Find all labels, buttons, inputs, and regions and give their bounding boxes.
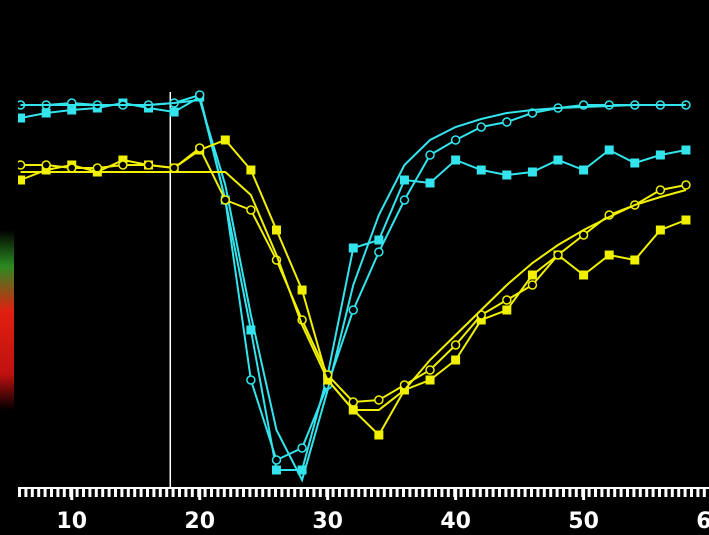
circle-marker [348, 305, 359, 315]
circle-marker [246, 375, 256, 385]
circle-marker [502, 117, 512, 127]
square-marker [655, 150, 665, 160]
circle-marker [194, 143, 205, 153]
color-strip [0, 230, 14, 410]
circle-marker [450, 135, 461, 145]
x-tick-label: 20 [184, 509, 215, 534]
square-marker [41, 165, 51, 175]
circle-marker [655, 185, 666, 195]
x-tick-label: 30 [312, 509, 343, 534]
circle-marker [450, 340, 461, 350]
fit-line [20, 98, 686, 483]
square-marker [220, 135, 230, 145]
circle-marker [374, 395, 384, 405]
circle-marker [425, 365, 435, 375]
square-marker [297, 285, 307, 295]
circle-marker [399, 195, 410, 205]
square-marker [425, 178, 435, 188]
square-marker [18, 113, 26, 123]
circle-marker [502, 295, 512, 305]
square-marker [374, 430, 384, 440]
square-marker [604, 145, 614, 155]
square-marker [630, 255, 640, 265]
square-marker [476, 315, 486, 325]
square-marker [502, 305, 512, 315]
circle-marker [425, 150, 435, 160]
circle-marker [18, 160, 26, 170]
circle-marker [271, 455, 282, 465]
x-tick-label: 60 [696, 509, 709, 534]
square-marker [604, 250, 614, 260]
circle-marker [194, 90, 205, 100]
circle-marker [681, 180, 691, 190]
square-marker [246, 325, 256, 335]
square-marker [630, 158, 640, 168]
axis-labels: 10 20 30 40 50 60 [56, 488, 709, 534]
circle-marker [41, 160, 51, 170]
circle-marker [553, 250, 563, 260]
square-marker [67, 105, 77, 115]
circle-marker [169, 163, 179, 173]
square-marker [655, 225, 665, 235]
square-marker [41, 108, 51, 118]
x-tick-label: 50 [568, 509, 599, 534]
circle-marker [476, 122, 486, 132]
square-marker [579, 165, 589, 175]
square-marker [476, 165, 486, 175]
circle-marker [92, 163, 103, 173]
square-marker [169, 107, 179, 117]
square-marker [271, 225, 281, 235]
circle-marker [66, 163, 77, 173]
square-marker [579, 270, 589, 280]
square-marker [527, 270, 537, 280]
circle-marker [143, 160, 154, 170]
x-tick-label: 10 [56, 509, 87, 534]
square-marker [348, 243, 358, 253]
square-marker [271, 465, 281, 475]
square-marker [553, 155, 563, 165]
circle-marker [246, 205, 256, 215]
square-marker [399, 175, 409, 185]
square-marker [374, 235, 384, 245]
square-marker [118, 155, 128, 165]
circle-marker [118, 160, 128, 170]
fit-line [20, 171, 687, 411]
circle-marker [374, 247, 384, 257]
square-marker [681, 215, 691, 225]
square-marker [425, 375, 435, 385]
circle-marker [348, 397, 359, 407]
square-marker [527, 167, 537, 177]
square-marker [451, 155, 461, 165]
x-tick-label: 40 [440, 509, 471, 534]
circle-marker [297, 443, 307, 453]
square-marker [18, 175, 26, 185]
square-marker [297, 465, 307, 475]
circle-marker [220, 195, 231, 205]
square-marker [502, 170, 512, 180]
square-marker [246, 165, 256, 175]
circle-marker [527, 280, 538, 290]
plot-area [18, 90, 691, 488]
square-marker [451, 355, 461, 365]
square-marker [681, 145, 691, 155]
